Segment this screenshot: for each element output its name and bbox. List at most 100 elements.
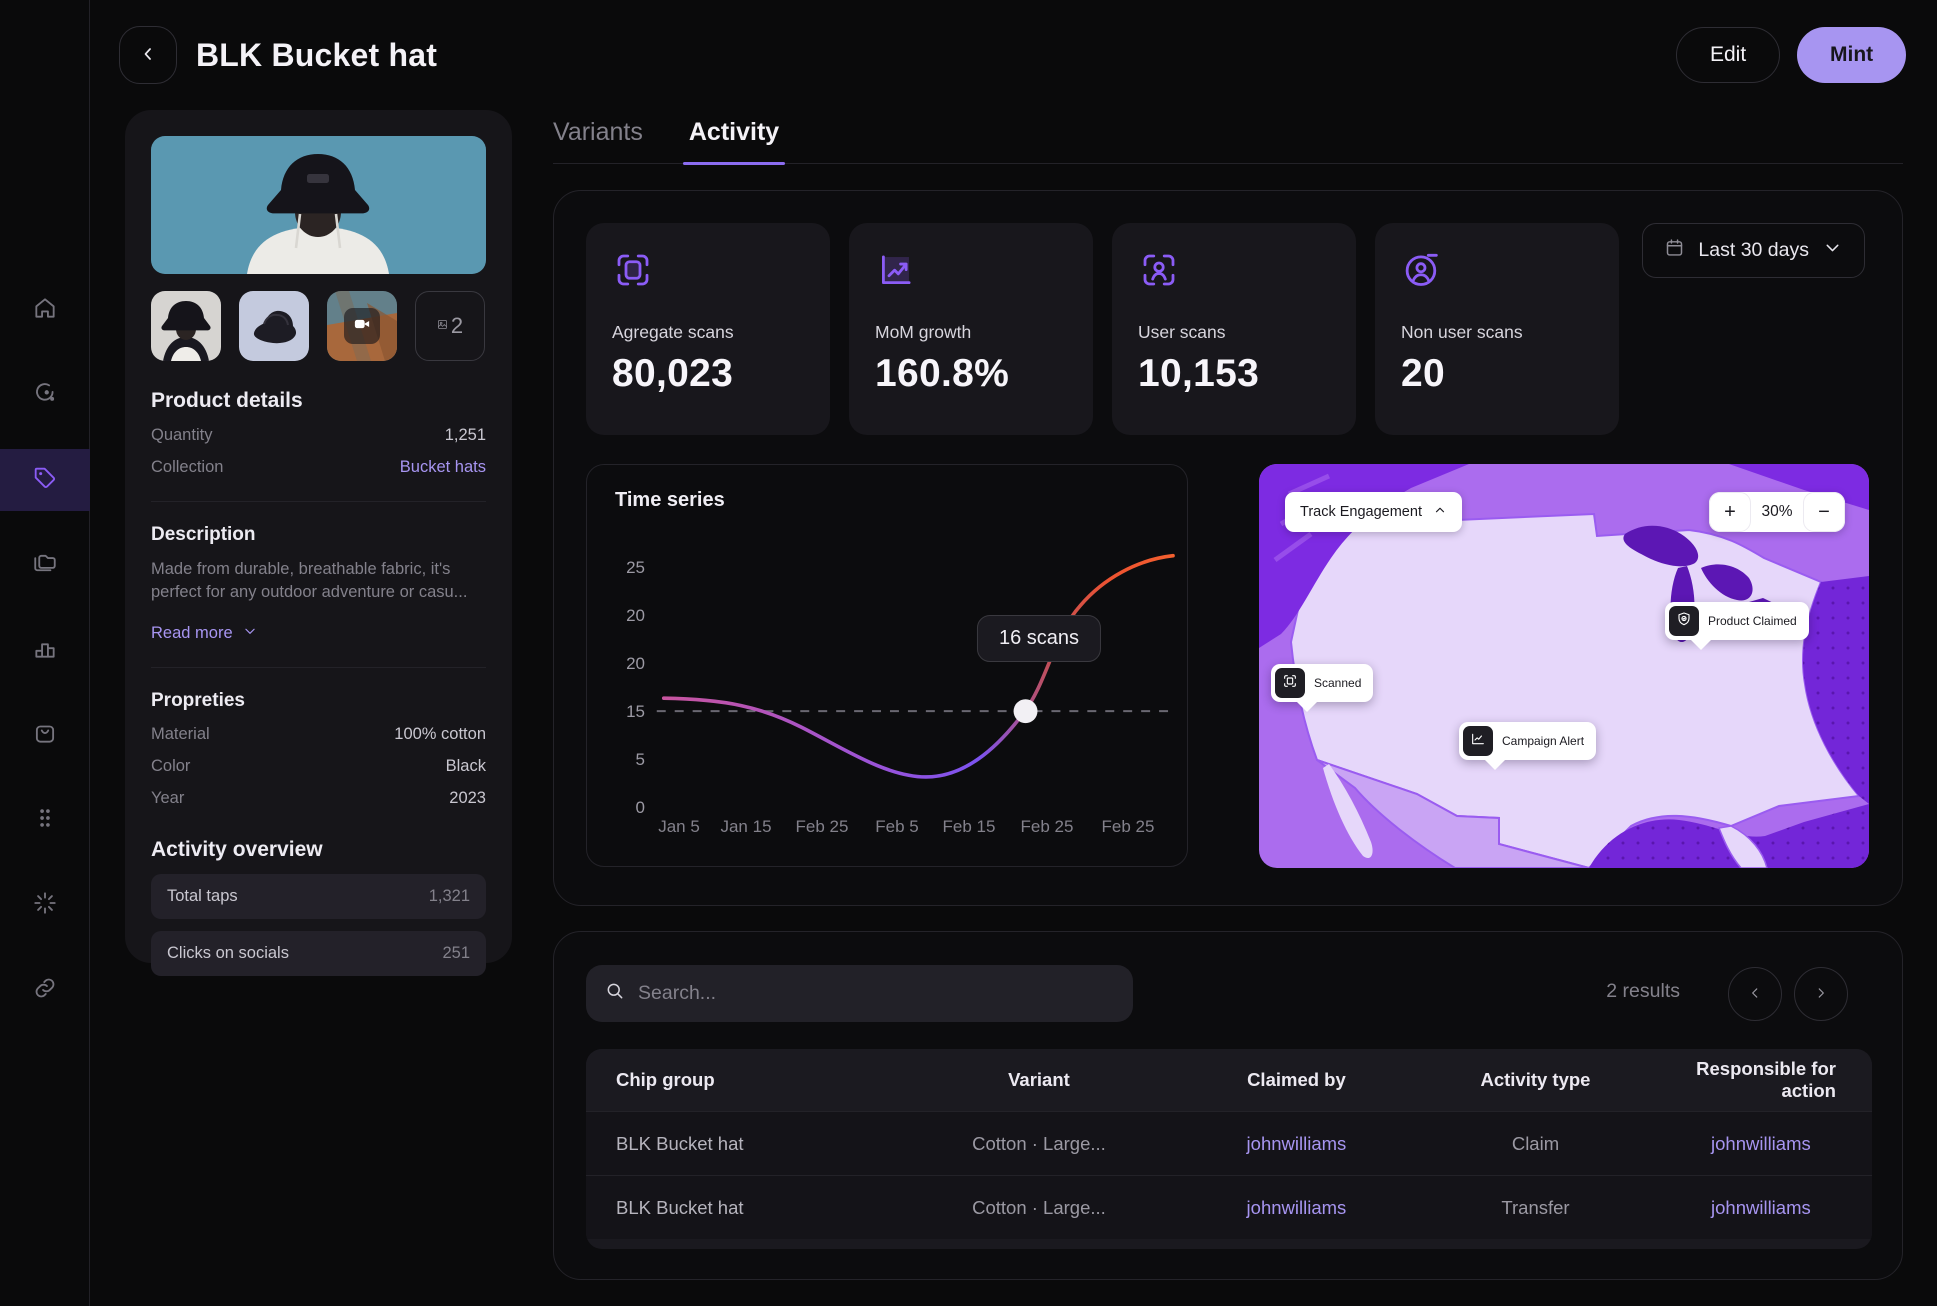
zoom-level-value: 30% (1761, 503, 1793, 520)
thumbnail-video[interactable] (327, 291, 397, 361)
activity-panel: Agregate scans 80,023 MoM growth 160.8% … (553, 190, 1903, 906)
property-label: Year (151, 789, 185, 807)
sidebar-item-shop[interactable] (0, 713, 90, 757)
stat-label: MoM growth (875, 322, 972, 342)
edit-button[interactable]: Edit (1676, 27, 1781, 83)
activity-overview-title: Activity overview (151, 838, 323, 861)
home-icon (32, 295, 58, 326)
mint-button[interactable]: Mint (1797, 27, 1907, 83)
bar-chart-icon (32, 635, 58, 666)
active-tab-underline (682, 162, 786, 165)
column-variant: Variant (1008, 1069, 1070, 1090)
search-box (586, 965, 1133, 1022)
sidebar-item-scans[interactable] (0, 373, 90, 417)
x-axis-tick: Feb 15 (942, 817, 996, 836)
thumbnail-photo-2[interactable] (239, 291, 309, 361)
collection-link[interactable]: Bucket hats (399, 458, 486, 476)
calendar-icon (1664, 237, 1685, 264)
column-responsible: Responsible for action (1696, 1058, 1836, 1101)
stat-value: 10,153 (1138, 352, 1260, 395)
stat-cards: Agregate scans 80,023 MoM growth 160.8% … (586, 223, 1619, 435)
x-axis-tick: Feb 25 (1020, 817, 1074, 836)
chevron-up-icon (1433, 503, 1447, 521)
x-axis-tick: Jan 5 (658, 817, 700, 836)
sidebar-item-links[interactable] (0, 968, 90, 1012)
cell-chip-group: BLK Bucket hat (616, 1196, 744, 1218)
map-marker-campaign-alert[interactable]: Campaign Alert (1459, 722, 1597, 770)
quantity-label: Quantity (151, 426, 213, 444)
map-marker-product-claimed[interactable]: Product Claimed (1665, 602, 1809, 650)
x-axis-tick: Feb 5 (875, 817, 919, 836)
stat-card-aggregate-scans: Agregate scans 80,023 (586, 223, 830, 435)
stat-value: 160.8% (875, 352, 1010, 395)
video-camera-icon (353, 315, 371, 338)
zoom-in-button[interactable]: + (1709, 492, 1751, 532)
read-more-label: Read more (151, 624, 233, 642)
total-taps-row: Total taps 1,321 (151, 874, 486, 919)
sidebar-item-analytics[interactable] (0, 628, 90, 672)
property-label: Color (151, 757, 191, 775)
column-claimed-by: Claimed by (1247, 1069, 1346, 1090)
image-icon (437, 317, 448, 335)
tab-bar: Variants Activity (553, 118, 1903, 165)
date-range-label: Last 30 days (1698, 239, 1809, 261)
shopping-bag-icon (32, 720, 58, 751)
cell-claimed-by-link[interactable]: johnwilliams (1246, 1196, 1347, 1218)
sidebar-item-products[interactable] (0, 449, 90, 511)
sidebar-item-integrations[interactable] (0, 883, 90, 927)
scan-activity-icon (32, 380, 58, 411)
tab-variants-label: Variants (553, 118, 643, 146)
cell-variant: Cotton · Large... (972, 1132, 1106, 1154)
sidebar-item-collections[interactable] (0, 543, 90, 587)
product-hero-image[interactable] (151, 136, 486, 274)
back-button[interactable] (119, 26, 177, 84)
results-panel: 2 results Chip group Variant Claimed by … (553, 931, 1903, 1280)
sidebar-item-home[interactable] (0, 288, 90, 332)
track-engagement-label: Track Engagement (1300, 504, 1422, 520)
map-marker-label: Product Claimed (1708, 614, 1797, 628)
thumbnail-more-button[interactable]: 2 (415, 291, 485, 361)
stat-value: 20 (1401, 352, 1445, 395)
scan-frame-icon (1282, 673, 1298, 694)
user-scan-icon (1138, 254, 1180, 295)
stat-card-non-user-scans: Non user scans 20 (1375, 223, 1619, 435)
link-icon (32, 975, 58, 1006)
engagement-map-card[interactable]: Track Engagement + 30% − Scanned Campaig… (1259, 464, 1869, 868)
description-title: Description (151, 524, 256, 545)
table-row[interactable]: BLK Bucket hat Cotton · Large... johnwil… (586, 1111, 1872, 1175)
cell-responsible-link[interactable]: johnwilliams (1711, 1196, 1811, 1218)
thumbnail-photo-1[interactable] (151, 291, 221, 361)
folders-icon (32, 550, 58, 581)
search-input[interactable] (638, 982, 1114, 1005)
search-icon (605, 981, 625, 1006)
column-activity-type: Activity type (1480, 1069, 1591, 1090)
sidebar-item-apps[interactable] (0, 798, 90, 842)
chevron-left-icon (1748, 986, 1762, 1003)
properties-title: Propreties (151, 690, 245, 711)
property-row: Material 100% cotton (151, 725, 486, 744)
activity-table: Chip group Variant Claimed by Activity t… (586, 1049, 1872, 1249)
cell-claimed-by-link[interactable]: johnwilliams (1246, 1132, 1347, 1154)
cell-activity-type: Transfer (1501, 1196, 1570, 1218)
read-more-button[interactable]: Read more (151, 624, 257, 643)
time-series-plot (656, 553, 1175, 779)
pagination-prev-button[interactable] (1728, 967, 1782, 1021)
track-engagement-dropdown[interactable]: Track Engagement (1285, 492, 1462, 532)
thumbnail-row: 2 (151, 291, 486, 361)
table-row[interactable]: BLK Bucket hat Cotton · Large... johnwil… (586, 1175, 1872, 1239)
tab-activity-label: Activity (688, 118, 780, 146)
product-details-title: Product details (151, 389, 303, 412)
shield-check-icon (1676, 611, 1692, 632)
map-marker-scanned[interactable]: Scanned (1271, 664, 1374, 712)
date-range-dropdown[interactable]: Last 30 days (1642, 223, 1865, 278)
tab-activity[interactable]: Activity (682, 118, 786, 165)
cell-responsible-link[interactable]: johnwilliams (1711, 1132, 1811, 1154)
description-text: Made from durable, breathable fabric, it… (151, 560, 468, 601)
zoom-out-button[interactable]: − (1803, 492, 1845, 532)
pagination-next-button[interactable] (1794, 967, 1848, 1021)
y-axis-tick: 5 (635, 750, 645, 769)
y-axis-tick: 25 (626, 558, 645, 577)
video-overlay (327, 291, 397, 361)
tab-variants[interactable]: Variants (553, 118, 643, 163)
column-chip-group: Chip group (616, 1069, 715, 1090)
